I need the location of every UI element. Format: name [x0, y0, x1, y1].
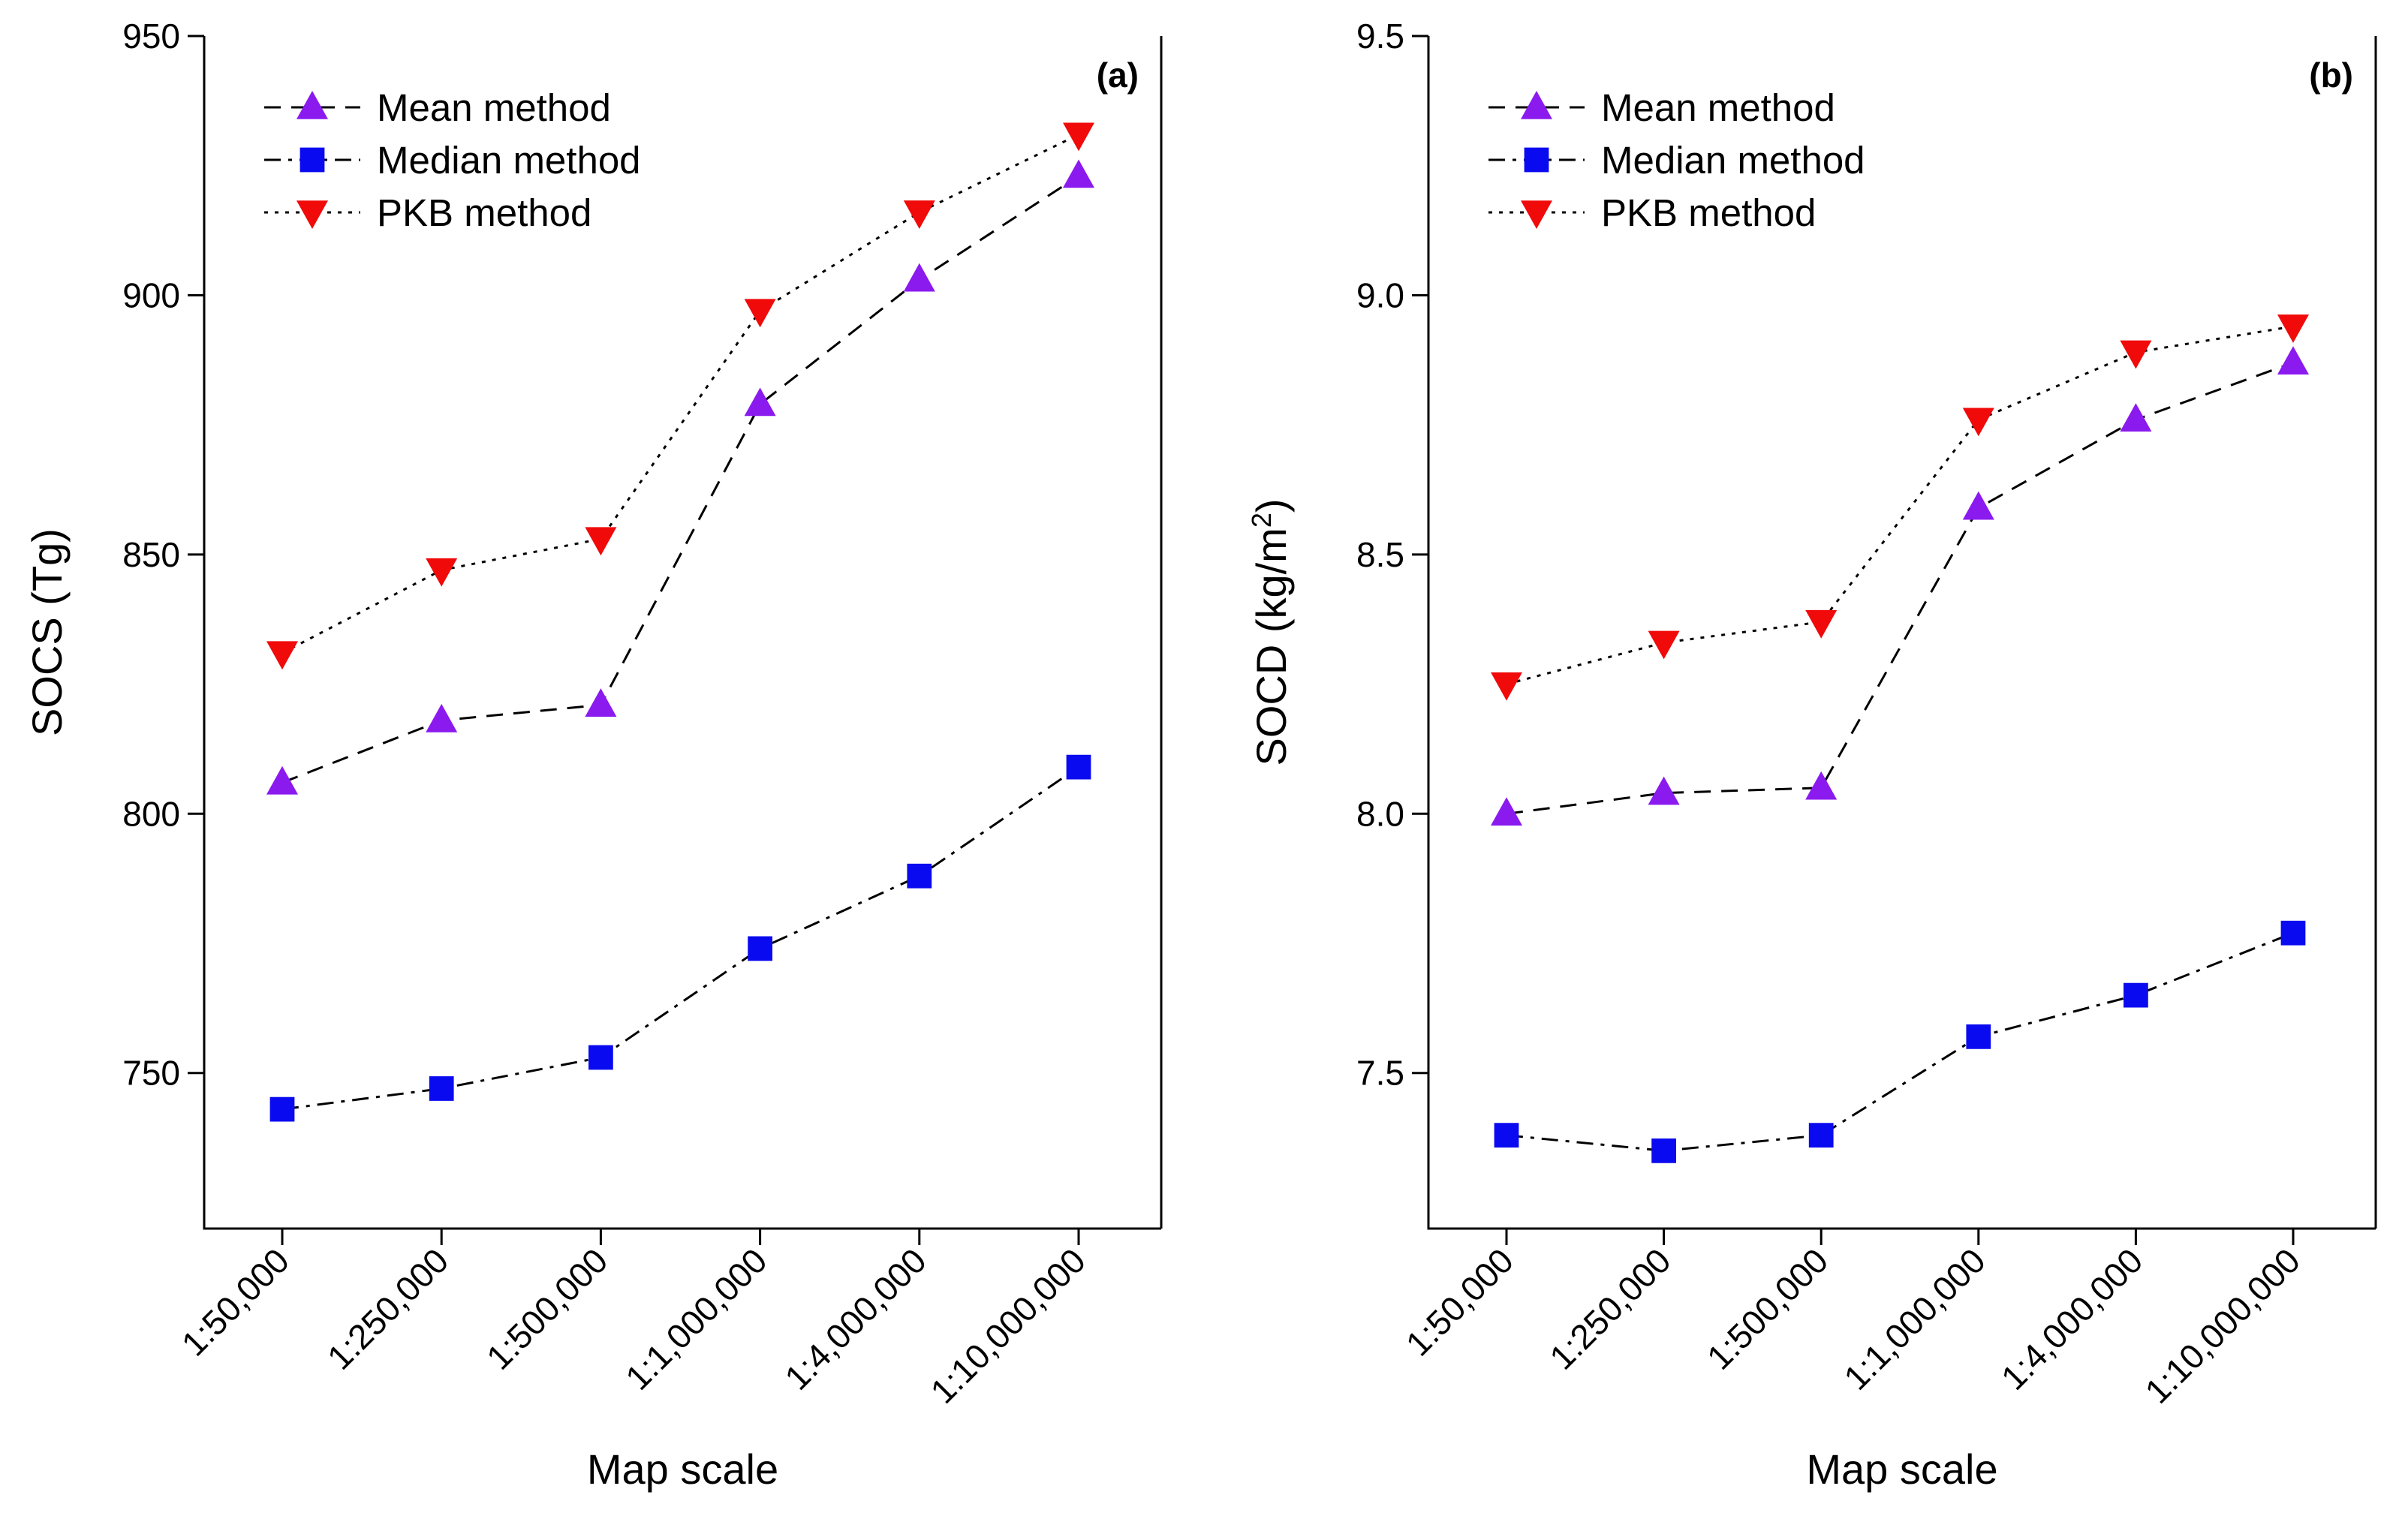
panel-a-series-1-point: [269, 1096, 295, 1122]
panel-a-series-line-2: [281, 133, 1079, 654]
panel-a-series-2-point: [1063, 122, 1094, 152]
panel-b-series-1-point: [1651, 1138, 1676, 1163]
panel-b-ytick-label: 9.5: [1356, 17, 1404, 56]
panel-b-series-2-point: [2120, 340, 2152, 369]
panel-a-legend-marker-2: [296, 200, 328, 230]
panel-b-series-line-0: [1506, 361, 2294, 815]
panel-a-series-0-point: [426, 703, 458, 732]
panel-a-legend-label-1: Median method: [377, 139, 641, 182]
panel-a-xtick-label: 1:500,000: [479, 1241, 615, 1376]
panel-b-series-0-point: [1962, 491, 1994, 520]
panel-a-xtick-label: 1:4,000,000: [777, 1241, 934, 1397]
panel-a-series-0-point: [585, 688, 617, 717]
panel-a-ytick-label: 800: [122, 794, 180, 833]
panel-a-series-2-point: [744, 299, 776, 328]
panel-a-series-2-point: [585, 527, 617, 556]
panel-b-xtick-label: 1:250,000: [1542, 1241, 1678, 1376]
panel-a-ylabel: SOCS (Tg): [23, 528, 71, 736]
panel-b-ylabel-superscript: 2: [1246, 513, 1277, 528]
panel-b-legend-marker-1: [1524, 147, 1549, 173]
panel-b-ytick-label: 8.0: [1356, 794, 1404, 833]
panel-b-xtick-label: 1:10,000,000: [2137, 1241, 2307, 1411]
panel-b-series-1-point: [1808, 1123, 1834, 1148]
panel-b-series-2-point: [1491, 672, 1522, 701]
panel-b-xtick-label: 1:50,000: [1398, 1241, 1521, 1363]
panel-b-legend-marker-0: [1521, 90, 1552, 119]
panel-a-series-0-point: [1063, 159, 1094, 188]
panel-b-series-2-point: [1805, 609, 1838, 639]
panel-b-legend-label-2: PKB method: [1601, 191, 1816, 234]
panel-b-ylabel-suffix: ): [1248, 498, 1295, 513]
panel-b-series-line-1: [1506, 931, 2294, 1152]
panel-a-series-1-point: [429, 1076, 454, 1101]
panel-a-series-line-0: [281, 175, 1079, 784]
panel-a-ytick-label: 950: [122, 17, 180, 56]
panel-b-legend-label-1: Median method: [1601, 139, 1865, 182]
panel-b-series-2-point: [2277, 314, 2309, 343]
panel-b-ytick-label: 7.5: [1356, 1054, 1404, 1093]
panel-a-xtick-label: 1:1,000,000: [618, 1241, 775, 1397]
panel-b-series-1-point: [2280, 920, 2306, 946]
panel-b-series-2-point: [1962, 408, 1994, 437]
panel-a-series-0-point: [903, 263, 935, 292]
panel-a-xlabel: Map scale: [587, 1445, 778, 1493]
panel-a-xtick-label: 1:10,000,000: [923, 1241, 1093, 1411]
panel-b-series-0-point: [1491, 797, 1522, 826]
panel-b-ytick-label: 9.0: [1356, 275, 1404, 314]
panel-b-soc-density: 7.5 8.0 8.5 9.0 9.5 1:50,000 1:250,000 1:500,00…: [1246, 17, 2377, 1493]
panel-a-series-line-1: [281, 766, 1079, 1111]
panel-b-series-0-point: [1805, 771, 1838, 800]
panel-b-series-line-2: [1506, 325, 2294, 686]
panel-a-series-2-point: [266, 641, 298, 670]
panel-a-legend-label-0: Mean method: [377, 86, 611, 129]
panel-a-xtick-label: 1:50,000: [174, 1241, 296, 1363]
panel-b-legend-label-0: Mean method: [1601, 86, 1835, 129]
panel-a-series-1-point: [907, 863, 932, 889]
panel-a-ytick-label: 850: [122, 535, 180, 574]
panel-a-legend-marker-1: [299, 147, 325, 173]
panel-b-series-1-point: [1966, 1024, 1991, 1049]
panel-b-xlabel: Map scale: [1806, 1445, 1997, 1493]
panel-b-series-1-point: [1494, 1123, 1519, 1148]
panel-b-ytick-label: 8.5: [1356, 535, 1404, 574]
panel-a-series-1-point: [1066, 754, 1091, 780]
panel-a-series-0-point: [744, 387, 776, 417]
panel-a-ylabel-text: SOCS (Tg): [23, 528, 71, 736]
panel-a-axes: [203, 36, 1161, 1230]
panel-b-panel-label: (b): [2309, 56, 2353, 95]
panel-b-xtick-label: 1:500,000: [1699, 1241, 1835, 1376]
panel-a-ytick-label: 900: [122, 275, 180, 314]
panel-b-xtick-label: 1:1,000,000: [1836, 1241, 1993, 1397]
panel-b-series-0-point: [2120, 403, 2152, 432]
panel-a-series-2-point: [903, 200, 935, 229]
panel-a-xtick-label: 1:250,000: [320, 1241, 456, 1376]
panel-b-xtick-label: 1:4,000,000: [1994, 1241, 2151, 1397]
panel-a-ytick-label: 750: [122, 1054, 180, 1093]
panel-b-ylabel-text: SOCD (kg/m: [1248, 528, 1295, 766]
panel-a-series-2-point: [426, 558, 458, 587]
panel-a-panel-label: (a): [1097, 56, 1139, 95]
panel-b-series-0-point: [1648, 776, 1680, 805]
panel-a-legend-label-2: PKB method: [377, 191, 591, 234]
panel-b-series-2-point: [1648, 630, 1680, 660]
panel-b-series-0-point: [2277, 346, 2309, 374]
panel-a-series-1-point: [748, 936, 772, 961]
panel-b-legend-marker-2: [1521, 200, 1552, 230]
panel-a-series-0-point: [266, 766, 298, 795]
panel-a-soc-stock: 750 800 850 900 950 1:50,000 1:250,000 1:500,00…: [23, 17, 1163, 1493]
panel-b-axes: [1427, 36, 2376, 1230]
panel-a-series-1-point: [588, 1045, 613, 1070]
panel-a-legend-marker-0: [296, 90, 328, 119]
panel-b-series-1-point: [2124, 982, 2148, 1008]
panel-b-ylabel: SOCD (kg/m2): [1246, 498, 1295, 766]
